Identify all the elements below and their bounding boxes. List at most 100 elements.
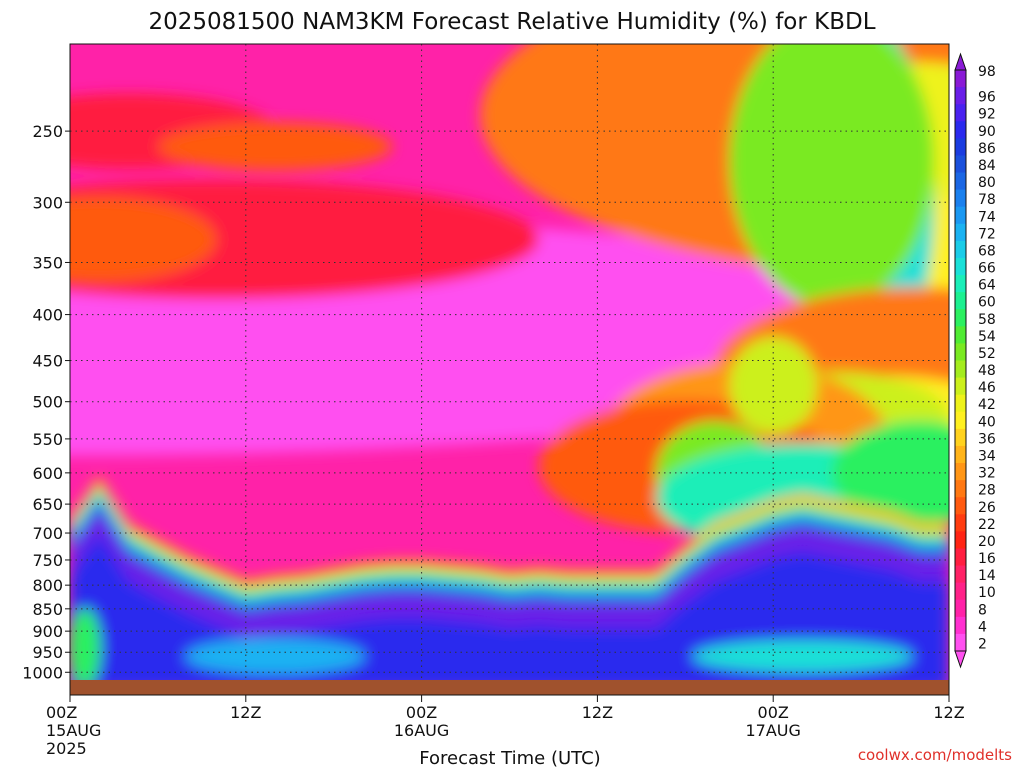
x-tick-label: 17AUG [745, 721, 800, 740]
chart-title: 2025081500 NAM3KM Forecast Relative Humi… [148, 9, 875, 35]
x-tick-label: 16AUG [394, 721, 449, 740]
x-axis-label: Forecast Time (UTC) [419, 748, 600, 768]
colorbar-label: 72 [978, 226, 996, 242]
x-tick-label: 15AUG [46, 721, 101, 740]
colorbar-segment [955, 343, 966, 361]
colorbar: 9896929086848078747268666460585452484642… [954, 52, 996, 669]
y-axis: 250 300 350 400 450 500 550 600 650 700 750 800 850 9… [22, 122, 70, 682]
colorbar-label: 40 [978, 414, 996, 430]
colorbar-label: 84 [978, 158, 996, 174]
colorbar-segment [955, 411, 966, 430]
colorbar-segment [955, 121, 966, 139]
colorbar-label: 4 [978, 619, 987, 635]
colorbar-label: 96 [978, 90, 996, 106]
colorbar-segment [955, 87, 966, 105]
colorbar-segment [955, 104, 966, 122]
colorbar-label: 74 [978, 209, 996, 225]
y-tick-label: 600 [32, 464, 63, 483]
x-tick-label: 00Z [46, 703, 77, 722]
colorbar-segment [955, 309, 966, 327]
y-tick-label: 800 [32, 576, 63, 595]
plot-frame [69, 43, 950, 696]
colorbar-segment [955, 548, 966, 567]
y-tick-label: 300 [32, 193, 63, 212]
colorbar-segment [955, 428, 966, 447]
colorbar-segment [955, 445, 966, 464]
y-tick-label: 950 [32, 643, 63, 662]
colorbar-segment [955, 275, 966, 293]
colorbar-label: 86 [978, 141, 996, 157]
x-tick-label: 12Z [933, 703, 964, 722]
field-blob [729, 44, 935, 308]
colorbar-label: 36 [978, 431, 996, 447]
y-tick-label: 550 [32, 430, 63, 449]
y-tick-label: 850 [32, 600, 63, 619]
colorbar-top-arrow [954, 52, 967, 71]
y-tick-label: 500 [32, 393, 63, 412]
y-tick-label: 700 [32, 524, 63, 543]
colorbar-label: 14 [978, 568, 996, 584]
colorbar-segment [955, 326, 966, 344]
colorbar-segment [955, 480, 966, 498]
grid [69, 44, 950, 680]
colorbar-label: 78 [978, 192, 996, 208]
colorbar-segment [955, 360, 966, 379]
colorbar-label: 52 [978, 346, 996, 362]
colorbar-segment [955, 138, 966, 156]
credit-text: coolwx.com/modelts [858, 746, 1012, 764]
field-blob [692, 640, 913, 673]
colorbar-segment [955, 633, 966, 652]
colorbar-segment [955, 70, 966, 88]
colorbar-bottom-arrow [954, 650, 967, 669]
x-tick-label: 12Z [582, 703, 613, 722]
field-blob [157, 122, 393, 171]
field-blob [70, 196, 217, 283]
y-tick-label: 900 [32, 622, 63, 641]
colorbar-segment [955, 172, 966, 191]
x-tick-label: 2025 [46, 739, 87, 758]
colorbar-segment [955, 565, 966, 584]
field-blob [70, 608, 101, 680]
colorbar-segment [955, 599, 966, 618]
colorbar-label: 2 [978, 636, 987, 652]
colorbar-label: 48 [978, 363, 996, 379]
y-tick-label: 1000 [22, 663, 63, 682]
colorbar-label: 46 [978, 380, 996, 396]
y-tick-label: 400 [32, 306, 63, 325]
ground-strip [70, 680, 949, 695]
colorbar-segment [955, 223, 966, 242]
colorbar-label: 80 [978, 175, 996, 191]
colorbar-label: 20 [978, 534, 996, 550]
colorbar-segment [955, 394, 966, 413]
colorbar-label: 26 [978, 500, 996, 516]
colorbar-segment [955, 616, 966, 635]
colorbar-label: 22 [978, 517, 996, 533]
y-tick-label: 350 [32, 253, 63, 272]
colorbar-segment [955, 189, 966, 208]
colorbar-label: 34 [978, 448, 996, 464]
colorbar-segment [955, 377, 966, 396]
x-tick-label: 00Z [758, 703, 789, 722]
colorbar-label: 8 [978, 602, 987, 618]
plot-area [70, 44, 949, 680]
colorbar-label: 60 [978, 295, 996, 311]
colorbar-segment [955, 514, 966, 532]
colorbar-segment [955, 531, 966, 549]
y-tick-label: 750 [32, 551, 63, 570]
y-tick-label: 250 [32, 122, 63, 141]
colorbar-label: 66 [978, 261, 996, 277]
colorbar-segment [955, 497, 966, 515]
colorbar-segment [955, 206, 966, 225]
humidity-field [70, 44, 949, 680]
colorbar-label: 98 [978, 64, 996, 80]
colorbar-frame [954, 69, 967, 652]
field-blob [185, 638, 366, 675]
colorbar-label: 16 [978, 551, 996, 567]
y-tick-label: 450 [32, 352, 63, 371]
colorbar-label: 90 [978, 124, 996, 140]
colorbar-label: 68 [978, 243, 996, 259]
colorbar-label: 92 [978, 107, 996, 123]
colorbar-label: 10 [978, 585, 996, 601]
